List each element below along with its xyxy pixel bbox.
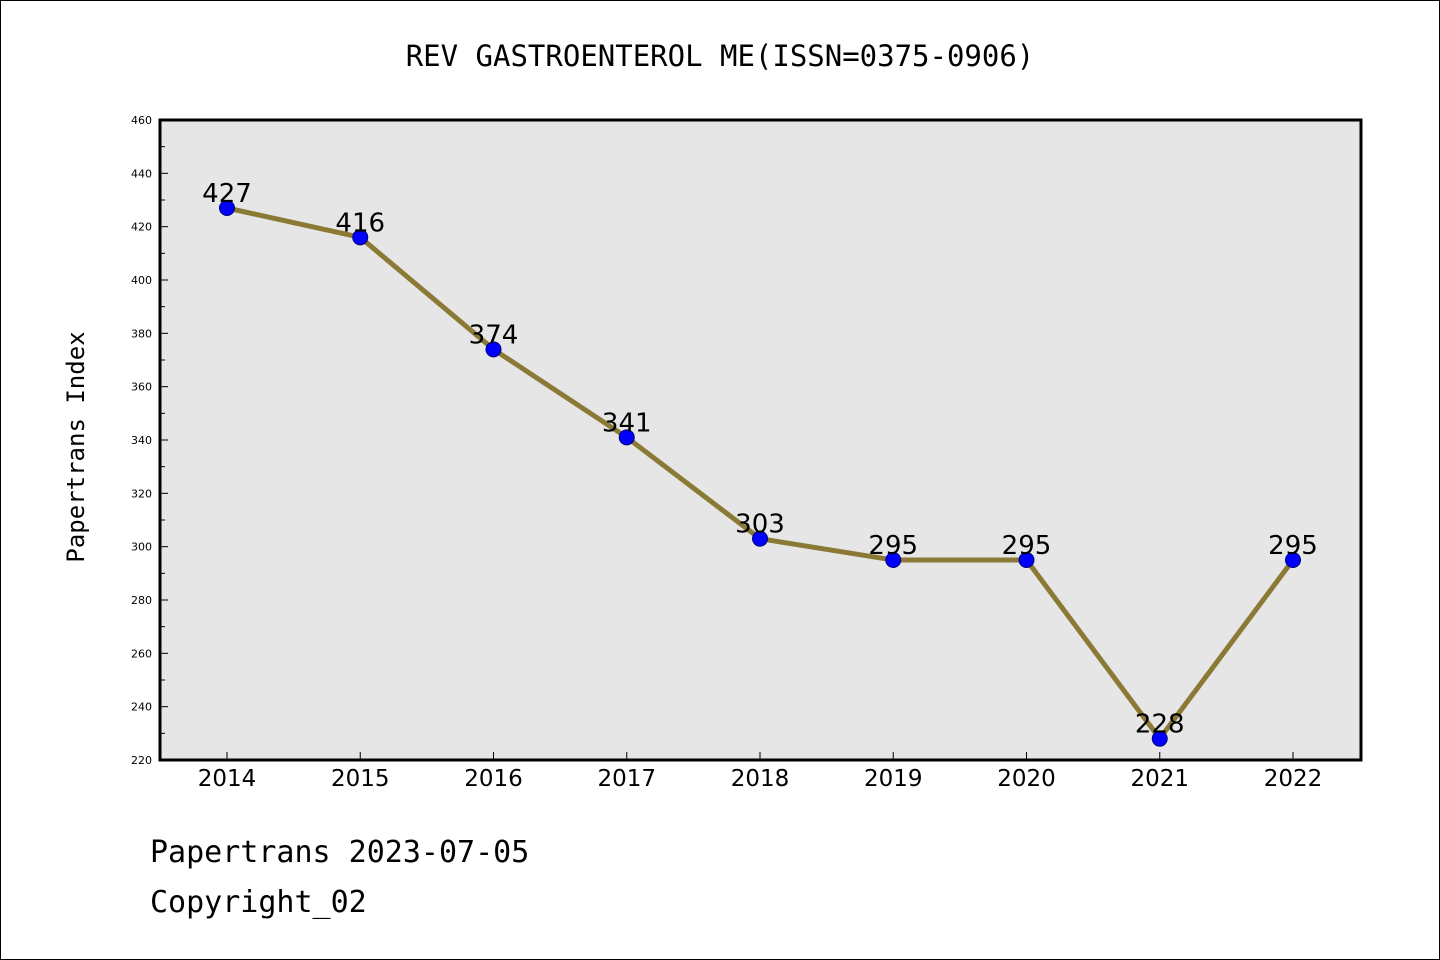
y-tick-label: 300 [131,541,152,554]
data-point [618,429,635,446]
x-tick-label: 2018 [731,766,790,792]
y-tick-label: 240 [131,701,152,714]
data-label: 341 [602,408,652,438]
data-label: 295 [1268,531,1318,561]
y-tick-label: 340 [131,434,152,447]
y-axis-label: Papertrans Index [62,331,90,562]
data-label: 427 [202,179,252,209]
x-tick-label: 2014 [198,766,257,792]
y-tick-label: 220 [131,754,152,767]
data-point [485,341,502,358]
data-label: 295 [1002,531,1052,561]
y-tick-label: 440 [131,167,152,180]
x-tick-label: 2017 [597,766,656,792]
data-point [219,200,235,216]
y-tick-label: 400 [131,274,152,287]
data-point [752,530,768,547]
y-tick-label: 360 [131,381,152,394]
data-point [352,229,369,246]
plot-area [158,118,1363,762]
x-tick-label: 2022 [1264,766,1323,792]
data-label: 228 [1135,710,1185,740]
y-tick-label: 260 [131,647,152,660]
y-tick-label: 280 [131,594,152,607]
data-point [1151,730,1168,747]
data-label: 295 [868,531,918,561]
x-tick-label: 2015 [331,766,390,792]
chart-title: REV GASTROENTEROL ME(ISSN=0375-0906) [406,39,1035,73]
data-point [1018,552,1035,568]
series-group: 427 416 374 341 303 295 295 228 295 [202,179,1318,747]
data-label: 374 [469,320,519,350]
y-tick-label: 420 [131,221,152,234]
footer-date: Papertrans 2023-07-05 [150,835,530,870]
data-label: 416 [335,208,385,238]
y-axis: 220 240 260 280 300 320 340 360 380 400 420 440 460 [131,114,168,767]
x-tick-label: 2019 [864,766,923,792]
y-tick-label: 320 [131,487,152,500]
x-tick-label: 2016 [464,766,523,792]
x-tick-label: 2020 [997,766,1056,792]
footer-copyright: Copyright_02 [150,885,367,920]
data-label: 303 [735,510,785,540]
x-tick-label: 2021 [1130,766,1189,792]
data-point [885,552,902,568]
y-tick-label: 380 [131,327,152,340]
y-tick-label: 460 [131,114,152,127]
x-axis: 2014 2015 2016 2017 2018 2019 2020 2021 2022 [198,752,1323,792]
data-point [1285,552,1301,568]
